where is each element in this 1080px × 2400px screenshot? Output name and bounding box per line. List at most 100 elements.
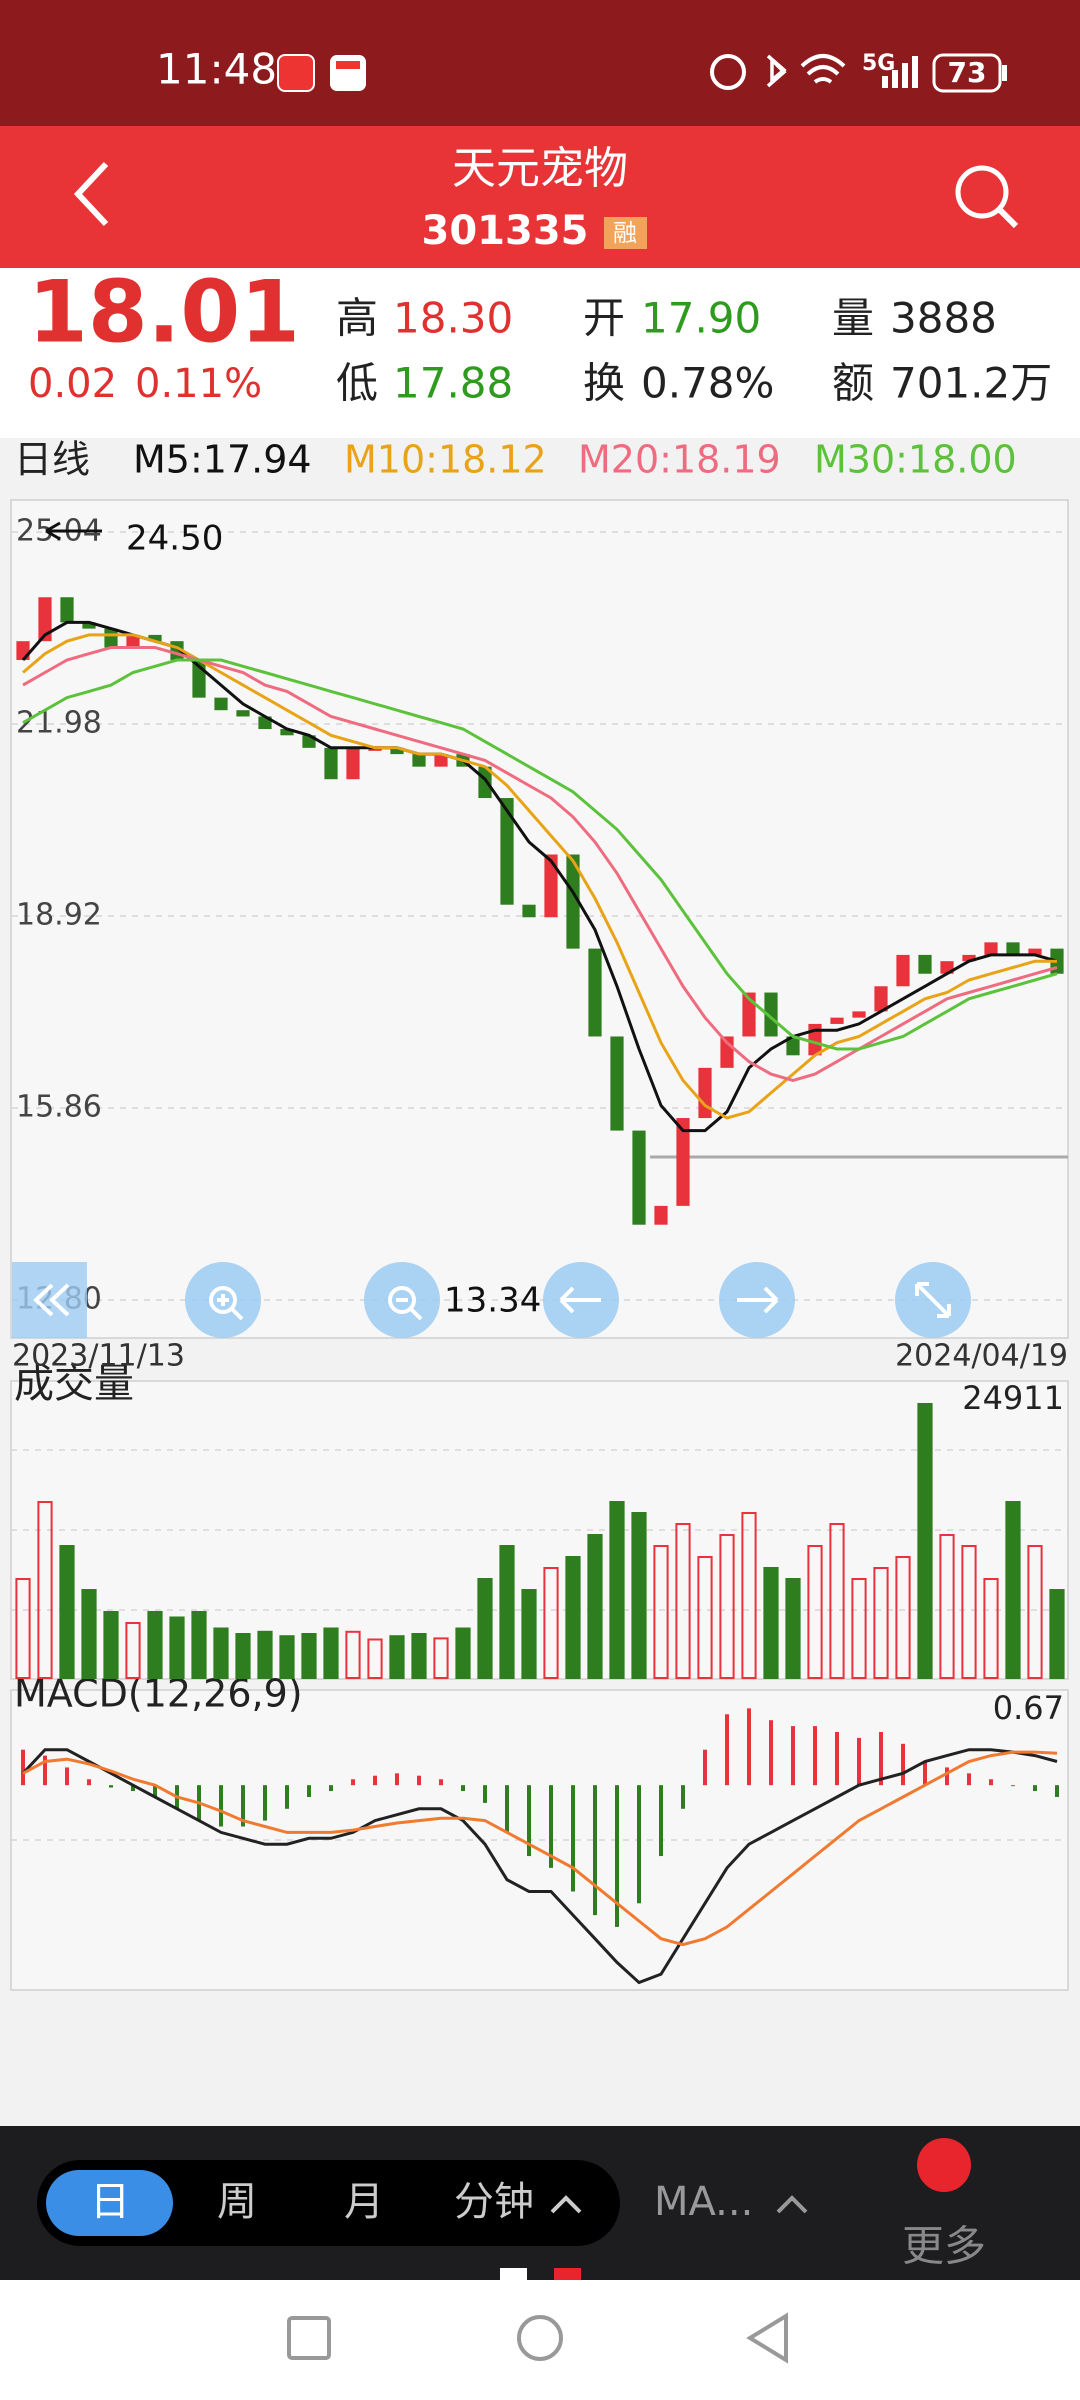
volume-bar — [301, 1633, 317, 1680]
candle — [368, 747, 382, 751]
tab-month[interactable]: 月 — [344, 2179, 384, 2225]
macd-bar — [351, 1779, 355, 1786]
macd-bar — [87, 1779, 91, 1786]
signal-icon — [882, 56, 918, 88]
candle — [82, 622, 96, 629]
candle — [610, 1036, 624, 1131]
signal-bar — [892, 70, 898, 88]
volume-bar — [609, 1501, 625, 1679]
macd-bar — [285, 1785, 289, 1809]
macd-bar — [725, 1714, 729, 1786]
candle — [764, 992, 778, 1037]
quote-label: 额 — [832, 359, 874, 408]
more-button[interactable]: 更多 — [902, 2222, 986, 2271]
macd-bar — [373, 1775, 377, 1786]
volume-bar — [1049, 1589, 1065, 1679]
volume-bar — [631, 1512, 647, 1680]
last-price: 18.01 — [28, 262, 300, 362]
battery-tip — [1002, 65, 1007, 81]
volume-bar — [653, 1545, 669, 1680]
macd-bar — [153, 1785, 157, 1797]
search-button[interactable] — [955, 165, 1019, 229]
status-bar — [0, 0, 1080, 126]
start-date: 2023/11/13 — [12, 1339, 185, 1374]
volume-bar — [719, 1534, 735, 1680]
high-annotation: 24.50 — [126, 519, 223, 559]
volume-bar — [125, 1622, 141, 1680]
volume-bar — [103, 1611, 119, 1679]
macd-bar — [241, 1785, 245, 1827]
chevron — [776, 2195, 808, 2214]
candle — [390, 747, 404, 755]
volume-bar — [367, 1638, 383, 1679]
volume-bar — [741, 1512, 757, 1680]
nav-home[interactable] — [517, 2315, 563, 2361]
candle — [962, 954, 976, 962]
page-dot — [554, 2268, 581, 2280]
active-tab[interactable] — [46, 2170, 173, 2236]
macd-bar — [747, 1708, 751, 1786]
dea-line — [22, 1750, 1058, 1947]
tab-week[interactable]: 周 — [217, 2179, 257, 2225]
nav-bar — [0, 2280, 1080, 2400]
candle — [874, 986, 888, 1012]
app-icon — [277, 54, 315, 92]
volume-bar — [1005, 1501, 1021, 1679]
nav-recents[interactable] — [287, 2316, 331, 2360]
quote-value: 701.2万 — [890, 359, 1052, 408]
app-icon — [330, 55, 366, 91]
candle — [214, 697, 228, 711]
candle — [38, 597, 52, 642]
chevron — [550, 2195, 582, 2214]
app-icon-detail — [336, 61, 360, 69]
macd-bar — [395, 1773, 399, 1786]
back-button[interactable] — [73, 161, 109, 227]
macd-bar — [329, 1785, 333, 1792]
macd-bar — [1055, 1785, 1059, 1797]
volume-bar — [587, 1534, 603, 1680]
candle — [808, 1023, 822, 1056]
volume-bar — [521, 1589, 537, 1679]
candle — [1006, 942, 1020, 955]
volume-bar — [235, 1633, 251, 1680]
indicator-button[interactable]: MA... — [654, 2179, 753, 2225]
candle — [676, 1118, 690, 1206]
volume-bar — [433, 1637, 449, 1680]
chart-control-icon — [737, 1286, 779, 1314]
volume-bar — [961, 1545, 977, 1680]
chart-control-icon — [209, 1286, 244, 1321]
price-change: 0.02 — [28, 361, 117, 407]
macd-bar — [945, 1767, 949, 1786]
low-annotation: 13.34 — [444, 1281, 541, 1321]
volume-bar — [763, 1567, 779, 1679]
macd-bar — [21, 1749, 25, 1786]
quote-value: 17.90 — [641, 294, 761, 343]
candle — [434, 754, 448, 767]
volume-bar — [257, 1630, 273, 1680]
candle — [16, 641, 30, 660]
candle — [148, 634, 162, 642]
macd-bar — [571, 1785, 575, 1892]
period-label: 日线 — [14, 438, 90, 482]
tab-minute[interactable]: 分钟 — [454, 2179, 534, 2225]
macd-bar — [923, 1761, 927, 1786]
macd-bar — [879, 1731, 883, 1786]
quote-label: 换 — [583, 359, 625, 408]
tab-day[interactable]: 日 — [90, 2179, 130, 2225]
margin-badge-text: 融 — [613, 219, 637, 247]
volume-bar — [873, 1567, 889, 1679]
macd-bar — [813, 1726, 817, 1786]
header — [0, 126, 1080, 268]
candle — [566, 854, 580, 949]
quote-label: 量 — [832, 294, 874, 343]
alarm-icon — [710, 54, 746, 90]
search-icon[interactable] — [955, 165, 1009, 219]
candle — [1028, 948, 1042, 955]
macd-bar — [417, 1775, 421, 1786]
search-icon-handle[interactable] — [997, 207, 1019, 229]
volume-bar — [1027, 1545, 1043, 1680]
nav-back[interactable] — [746, 2312, 788, 2364]
stock-code: 301335 — [422, 208, 589, 254]
volume-bar — [983, 1578, 999, 1679]
